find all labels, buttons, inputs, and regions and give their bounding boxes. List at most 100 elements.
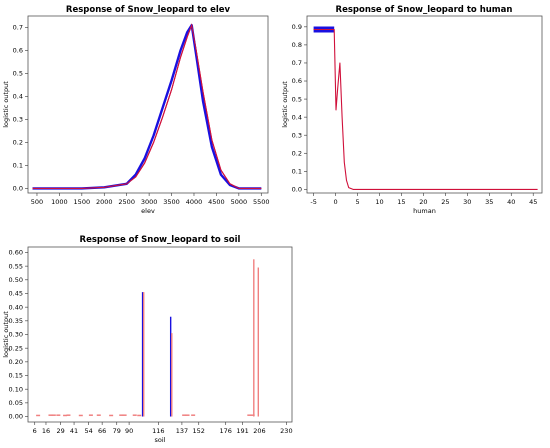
chart-title: Response of Snow_leopard to soil [80,235,241,245]
x-tick-label: 1000 [51,198,68,206]
y-tick-label: 0.5 [13,70,23,78]
y-tick-label: 0.35 [9,317,23,325]
bar-small [182,414,187,416]
x-tick-label: 45 [529,198,537,206]
bar-small [109,414,114,417]
bar-small [132,414,137,416]
y-tick-label: 0.40 [9,303,23,311]
y-tick-label: 0.1 [13,162,23,170]
series-line-2 [313,28,538,190]
y-tick-label: 0.20 [9,358,23,366]
x-tick-label: 500 [31,198,43,206]
x-tick-label: 4500 [208,198,225,206]
bar-small [63,414,68,417]
x-tick-label: 40 [507,198,515,206]
x-tick-label: 2500 [118,198,135,206]
x-tick-label: 152 [193,427,205,435]
bar-small [191,414,196,416]
y-tick-label: 0.4 [292,113,302,121]
y-tick-label: 0.6 [13,47,23,55]
chart-3: Response of Snow_leopard to soil 0.00 0.05… [2,235,293,444]
bar-small [185,414,190,416]
chart-2: Response of Snow_leopard to human 0.0 0.1 0… [281,5,543,215]
plot-area [27,246,293,423]
y-tick-label: 0.0 [13,185,23,193]
x-tick-label: 66 [98,427,106,435]
bar-small [119,414,124,416]
x-tick-label: 20 [419,198,427,206]
y-tick-label: 0.3 [292,131,302,139]
y-tick-label: 0.60 [9,249,23,257]
x-tick-label: 41 [70,427,78,435]
x-tick-label: 3000 [141,198,158,206]
y-tick-label: 0.9 [292,23,302,31]
x-tick-label: 10 [375,198,383,206]
x-tick-label: 230 [280,427,292,435]
y-tick-label: 0.1 [292,168,302,176]
x-axis-label: soil [155,436,166,444]
bar-small [96,414,101,416]
y-tick-label: 0.8 [292,41,302,49]
y-tick-label: 0.00 [9,413,23,421]
y-tick-label: 0.3 [13,116,23,124]
bar-small [78,414,83,417]
chart-title: Response of Snow_leopard to human [336,5,513,15]
x-tick-label: 29 [56,427,64,435]
bar [253,259,255,417]
x-axis-label: human [413,207,436,215]
bar-small [88,414,93,416]
plot-area [306,15,543,194]
y-tick-label: 0.5 [292,95,302,103]
x-tick-label: 16 [42,427,50,435]
x-tick-label: 54 [85,427,93,435]
bar-small [137,414,142,417]
x-tick-label: 5000 [231,198,248,206]
y-tick-label: 0.50 [9,276,23,284]
bar [143,292,145,417]
y-tick-label: 0.6 [292,77,302,85]
y-tick-label: 0.2 [13,139,23,147]
x-tick-label: 30 [463,198,471,206]
chart-title: Response of Snow_leopard to elev [66,5,231,15]
x-tick-label: 79 [113,427,121,435]
x-tick-label: 15 [397,198,405,206]
bar-small [66,414,71,416]
x-tick-label: 25 [441,198,449,206]
x-tick-label: 116 [152,427,164,435]
y-axis-label: logistic output [2,311,10,358]
bar [171,333,173,417]
x-tick-label: 5500 [253,198,270,206]
y-tick-label: 0.25 [9,344,23,352]
y-tick-label: 0.30 [9,331,23,339]
x-tick-label: 3500 [163,198,180,206]
y-tick-label: 0.15 [9,372,23,380]
bar-small [250,414,255,416]
series-line-1-overlay [32,23,262,189]
x-tick-label: 4000 [186,198,203,206]
x-tick-label: 90 [125,427,133,435]
x-tick-label: 1500 [74,198,91,206]
x-tick-label: 6 [33,427,37,435]
x-tick-label: 191 [236,427,248,435]
y-tick-label: 0.05 [9,399,23,407]
y-tick-label: 0.7 [292,59,302,67]
x-tick-label: 137 [176,427,188,435]
y-axis-label: logistic output [281,81,289,128]
bar-small [36,414,41,417]
y-tick-label: 0.55 [9,262,23,270]
y-tick-label: 0.45 [9,290,23,298]
bar [257,267,259,417]
bar-small [48,414,53,416]
x-tick-label: -5 [310,198,316,206]
bar-small [56,414,61,416]
y-tick-label: 0.7 [13,24,23,32]
x-axis-label: elev [141,207,155,215]
bar-small [122,414,127,416]
y-tick-label: 0.2 [292,149,302,157]
y-tick-label: 0.0 [292,186,302,194]
x-tick-label: 5 [355,198,359,206]
bar-small [247,414,252,416]
x-tick-label: 35 [485,198,493,206]
x-tick-label: 206 [253,427,265,435]
bar [141,292,144,417]
